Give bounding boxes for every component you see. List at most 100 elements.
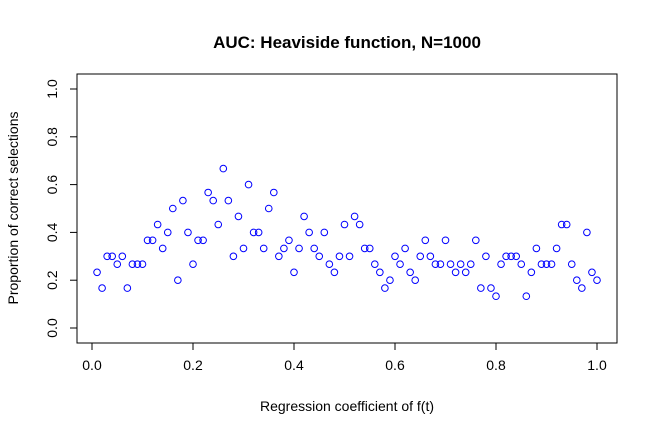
data-point (522, 292, 531, 301)
data-point (588, 268, 596, 277)
data-point (451, 268, 460, 277)
data-point (396, 260, 404, 268)
data-point (239, 244, 248, 253)
data-point (446, 260, 455, 268)
data-point (325, 260, 334, 268)
data-point (320, 228, 329, 237)
data-point (163, 228, 172, 237)
data-point (557, 220, 566, 229)
data-point (381, 284, 389, 292)
plot-frame (76, 73, 618, 344)
x-tick-label: 0.2 (183, 357, 203, 373)
data-point (401, 244, 409, 253)
data-points (93, 164, 601, 301)
data-point (214, 220, 223, 229)
data-point (179, 196, 187, 205)
data-point (219, 164, 228, 173)
x-tick-label: 1.0 (587, 357, 607, 373)
data-point (583, 228, 591, 237)
data-point (204, 188, 212, 197)
x-axis: 0.0 0.2 0.4 0.6 0.8 1.0 (82, 342, 607, 373)
data-point (133, 260, 142, 268)
data-point (562, 220, 571, 229)
x-tick-label: 0.8 (486, 357, 506, 373)
data-point (189, 260, 197, 268)
data-point (249, 228, 258, 237)
data-point (593, 276, 601, 285)
data-point (103, 252, 111, 261)
data-point (118, 252, 127, 261)
data-point (461, 268, 470, 277)
y-tick-label: 1.0 (44, 79, 60, 99)
data-point (335, 252, 344, 261)
data-point (355, 220, 364, 229)
data-point (537, 260, 546, 268)
data-point (547, 260, 556, 268)
x-tick-label: 0.6 (385, 357, 405, 373)
data-point (229, 252, 238, 261)
data-point (431, 260, 440, 268)
data-point (310, 244, 319, 253)
data-point (532, 244, 541, 253)
x-axis-label: Regression coefficient of f(t) (260, 398, 434, 414)
data-point (254, 228, 263, 237)
data-point (492, 292, 500, 301)
data-point (199, 236, 207, 245)
data-point (315, 252, 324, 261)
data-point (567, 260, 576, 268)
data-point (194, 236, 202, 245)
data-point (386, 276, 394, 285)
data-point (371, 260, 379, 268)
data-point (527, 268, 536, 277)
data-point (330, 268, 339, 277)
data-point (340, 220, 349, 229)
data-point (512, 252, 521, 261)
data-point (295, 244, 303, 253)
data-point (573, 276, 581, 285)
data-point (426, 252, 435, 261)
data-point (143, 236, 152, 245)
data-point (123, 284, 132, 292)
data-point (345, 252, 354, 261)
data-point (482, 252, 490, 261)
data-point (542, 260, 551, 268)
data-point (466, 260, 475, 268)
data-point (507, 252, 515, 261)
data-point (391, 252, 399, 261)
data-point (224, 196, 233, 205)
y-axis-label: Proportion of correct selections (5, 112, 21, 305)
y-tick-label: 0.6 (44, 175, 60, 195)
data-point (184, 228, 192, 237)
data-point (128, 260, 137, 268)
data-point (421, 236, 430, 245)
data-point (487, 284, 495, 292)
data-point (497, 260, 505, 268)
data-point (264, 204, 273, 213)
data-point (472, 236, 480, 245)
data-point (270, 188, 278, 197)
data-point (376, 268, 384, 277)
data-point (234, 212, 243, 221)
data-point (305, 228, 313, 237)
data-point (148, 236, 157, 245)
data-point (174, 276, 182, 285)
data-point (280, 244, 288, 253)
y-tick-label: 0.2 (44, 270, 60, 290)
data-point (552, 244, 561, 253)
data-point (456, 260, 465, 268)
chart-title: AUC: Heaviside function, N=1000 (213, 33, 481, 52)
y-tick-label: 0.8 (44, 127, 60, 147)
data-point (406, 268, 414, 277)
data-point (259, 244, 268, 253)
data-point (244, 180, 253, 189)
x-tick-label: 0.4 (284, 357, 304, 373)
y-tick-label: 0.0 (44, 318, 60, 338)
data-point (502, 252, 510, 261)
data-point (98, 284, 106, 292)
data-point (209, 196, 217, 205)
x-tick-label: 0.0 (82, 357, 102, 373)
data-point (93, 268, 101, 277)
data-point (411, 276, 420, 285)
data-point (578, 284, 586, 292)
